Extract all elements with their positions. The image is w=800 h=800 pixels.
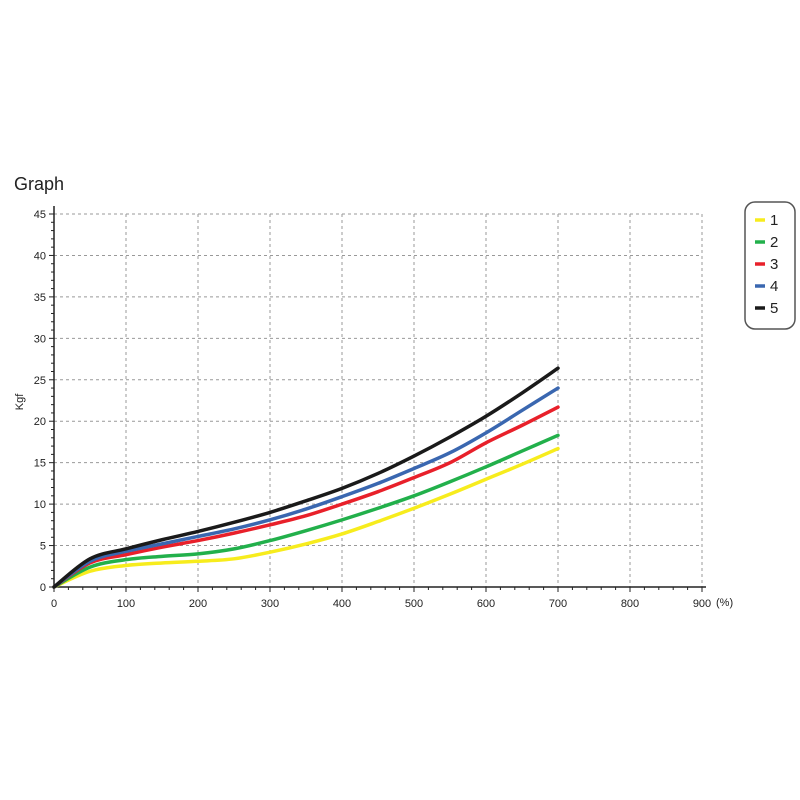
series-line-3 — [52, 405, 560, 589]
y-tick-label-20: 20 — [34, 416, 46, 428]
x-tick-label-800: 800 — [621, 598, 639, 610]
y-tick-label-30: 30 — [34, 333, 46, 345]
y-tick-label-35: 35 — [34, 292, 46, 304]
legend-label-3: 3 — [770, 256, 778, 273]
legend-label-1: 1 — [770, 212, 778, 229]
legend: 1 2 3 4 5 — [744, 201, 796, 330]
grid — [54, 213, 703, 587]
x-tick-label-300: 300 — [261, 598, 279, 610]
x-tick-label-600: 600 — [477, 598, 495, 610]
legend-box — [744, 201, 796, 330]
y-tick-label-15: 15 — [34, 458, 46, 470]
x-tick-label-100: 100 — [117, 598, 135, 610]
y-tick-label-25: 25 — [34, 375, 46, 387]
x-axis-unit: (%) — [716, 597, 733, 609]
series-group — [52, 366, 560, 589]
legend-label-5: 5 — [770, 300, 778, 317]
y-tick-label-5: 5 — [40, 541, 46, 553]
y-tick-label-10: 10 — [34, 499, 46, 511]
series-line-1 — [52, 446, 560, 589]
x-tick-label-700: 700 — [549, 598, 567, 610]
axes: 0 5 10 15 20 25 30 35 40 45 0 100 200 300 400 500 600 700… — [34, 206, 711, 610]
y-tick-label-45: 45 — [34, 209, 46, 221]
chart-title: Graph — [14, 174, 64, 194]
x-tick-label-200: 200 — [189, 598, 207, 610]
y-tick-label-40: 40 — [34, 250, 46, 262]
x-tick-label-400: 400 — [333, 598, 351, 610]
series-line-4 — [52, 386, 560, 589]
x-tick-label-500: 500 — [405, 598, 423, 610]
legend-label-4: 4 — [770, 278, 778, 295]
legend-label-2: 2 — [770, 234, 778, 251]
x-tick-label-900: 900 — [693, 598, 711, 610]
series-line-2 — [52, 433, 560, 589]
y-tick-label-0: 0 — [40, 582, 46, 594]
x-tick-label-0: 0 — [51, 598, 57, 610]
y-axis-label: Kgf — [14, 393, 26, 410]
series-line-5 — [52, 366, 560, 589]
